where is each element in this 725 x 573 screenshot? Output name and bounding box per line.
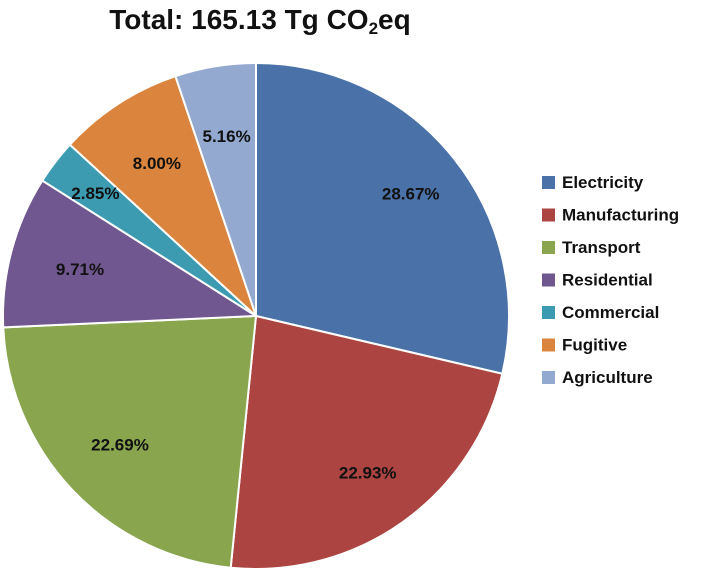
legend-swatch-manufacturing [542,208,555,222]
legend-swatch-fugitive [542,338,555,352]
legend-label-fugitive: Fugitive [562,336,627,355]
data-label-agriculture: 5.16% [202,127,250,146]
legend-swatch-transport [542,241,555,254]
pie-slices [2,61,510,570]
legend-swatch-residential [542,273,555,287]
legend: Electricity Manufacturing Transport Residen… [542,173,679,387]
chart-title-subscript: 2 [368,19,379,38]
chart-title-main: Total: 165.13 Tg CO [109,4,369,35]
pie-slice-agriculture [174,61,257,317]
legend-item-residential: Residential [542,271,653,290]
chart-title: Total: 165.13 Tg CO2eq [0,4,520,39]
legend-label-electricity: Electricity [562,173,644,192]
data-label-fugitive: 8.00% [133,154,181,173]
pie-slice-electricity [255,61,510,375]
legend-item-electricity: Electricity [542,173,644,192]
data-label-manufacturing: 22.93% [339,464,397,483]
pie-slice-transport [2,314,258,569]
legend-swatch-electricity [542,176,555,189]
legend-label-manufacturing: Manufacturing [562,206,679,225]
legend-item-manufacturing: Manufacturing [542,206,679,225]
pie-slice-residential [2,179,260,329]
legend-label-residential: Residential [562,271,653,290]
pie-slice-fugitive [68,74,257,317]
legend-item-fugitive: Fugitive [542,336,627,355]
legend-label-transport: Transport [562,238,641,257]
legend-item-agriculture: Agriculture [542,368,653,387]
legend-swatch-commercial [542,306,555,319]
chart-title-suffix: eq [378,4,411,35]
pie-data-labels: 28.67% 22.93% 22.69% 9.71% 2.85% 8.00% 5.16% [56,127,440,482]
data-label-transport: 22.69% [91,436,149,455]
legend-label-commercial: Commercial [562,303,659,322]
data-label-commercial: 2.85% [71,184,119,203]
legend-label-agriculture: Agriculture [562,368,653,387]
legend-swatch-agriculture [542,371,555,384]
legend-item-commercial: Commercial [542,303,659,322]
data-label-residential: 9.71% [56,260,104,279]
legend-item-transport: Transport [542,238,641,257]
data-label-electricity: 28.67% [382,184,440,203]
pie-slice-manufacturing [229,314,504,570]
